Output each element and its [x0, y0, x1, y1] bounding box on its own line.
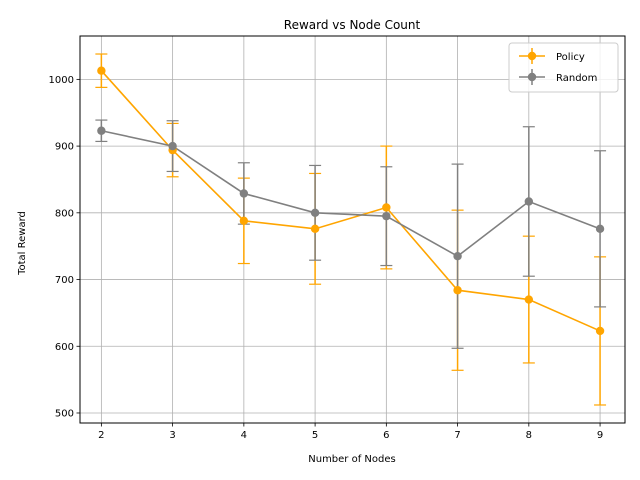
x-tick-label: 9	[597, 430, 603, 441]
axis-ticks: 2 3 4 5 6 7 8 9 500 600 700 800 900 1000	[49, 75, 604, 441]
x-tick-label: 4	[241, 430, 247, 441]
random-line	[101, 129, 601, 258]
legend: Policy Random	[508, 42, 619, 93]
policy-point	[382, 203, 391, 212]
policy-point	[239, 216, 249, 226]
legend-label-policy: Policy	[556, 52, 585, 63]
y-axis-label: Total Reward	[17, 211, 28, 276]
random-point	[595, 224, 605, 234]
y-tick-label: 600	[55, 342, 74, 353]
random-point	[239, 189, 249, 198]
series-markers	[97, 66, 605, 336]
policy-line	[100, 70, 601, 332]
random-point	[382, 211, 391, 221]
x-tick-label: 5	[312, 430, 318, 441]
x-tick-label: 3	[169, 430, 175, 441]
plot-frame	[79, 35, 626, 424]
legend-marker-policy	[527, 51, 537, 61]
y-tick-label: 1000	[49, 75, 74, 86]
policy-point	[595, 326, 605, 336]
legend-label-random: Random	[556, 73, 597, 84]
series-lines	[100, 70, 601, 332]
x-tick-label: 7	[454, 430, 460, 441]
y-tick-label: 500	[55, 408, 74, 419]
y-tick-label: 700	[55, 275, 74, 286]
chart-title: Reward vs Node Count	[284, 18, 421, 32]
legend-marker-random	[527, 72, 537, 82]
x-axis-label: Number of Nodes	[308, 454, 395, 465]
policy-point	[310, 224, 320, 234]
random-point	[453, 251, 462, 261]
random-point	[168, 141, 177, 151]
policy-point	[453, 286, 462, 295]
legend-box	[508, 42, 619, 93]
x-tick-label: 8	[526, 430, 532, 441]
y-tick-label: 900	[55, 142, 74, 153]
random-point	[524, 197, 534, 206]
random-point	[97, 126, 106, 135]
x-tick-label: 6	[383, 430, 389, 441]
x-tick-label: 2	[98, 430, 104, 441]
policy-point	[524, 295, 534, 304]
random-point	[310, 208, 320, 218]
policy-point	[97, 66, 106, 75]
y-tick-label: 800	[55, 208, 74, 219]
